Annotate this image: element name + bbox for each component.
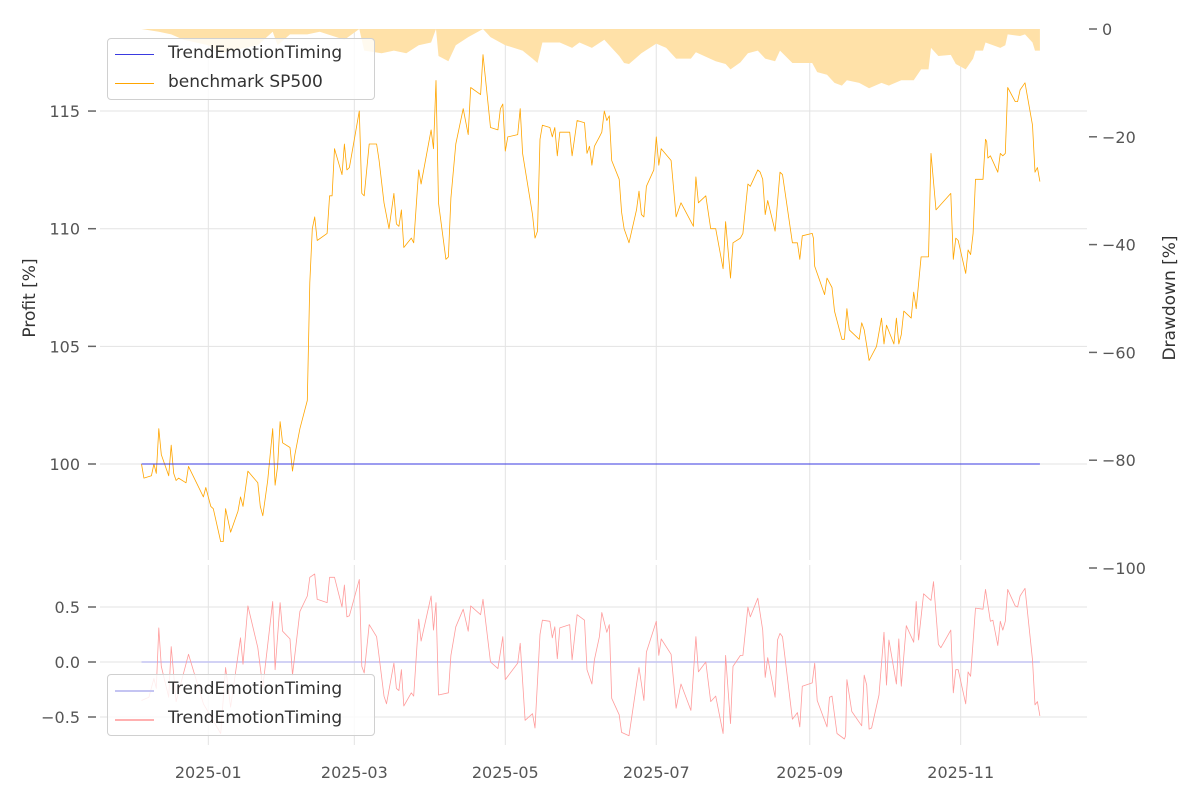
y-tick-label: −0.5	[41, 708, 80, 727]
y-right-tick-label: 0	[1102, 20, 1112, 39]
legend-entry-signal: TrendEmotionTiming	[108, 706, 374, 734]
legend-swatch-orange	[115, 83, 154, 84]
legend-entry-zero: TrendEmotionTiming	[108, 677, 374, 705]
benchmark-sp500-line	[141, 54, 1041, 542]
y-tick-label: 100	[49, 455, 80, 474]
y-right-tick-label: −100	[1102, 559, 1146, 578]
y-axis-label-profit: Profit [%]	[20, 258, 40, 337]
y-axis-label-drawdown: Drawdown [%]	[1160, 235, 1180, 360]
legend-label: TrendEmotionTiming	[168, 708, 343, 728]
y-right-tick-label: −40	[1102, 236, 1136, 255]
y-tick-label: 115	[49, 102, 80, 121]
legend-swatch-blue	[115, 54, 154, 55]
y-right-tick-label: −60	[1102, 343, 1136, 362]
y-right-tick-label: −20	[1102, 128, 1136, 147]
y-right-tick-label: −80	[1102, 451, 1136, 470]
x-tick-label: 2025-09	[776, 763, 843, 782]
legend-entry-benchmark: benchmark SP500	[108, 70, 374, 98]
gridlines	[100, 29, 1087, 745]
y-tick-label: 0.0	[55, 653, 80, 672]
legend-signal: TrendEmotionTiming TrendEmotionTiming	[107, 674, 375, 736]
y-tick-label: 110	[49, 220, 80, 239]
legend-entry-strategy: TrendEmotionTiming	[108, 41, 374, 69]
x-tick-label: 2025-11	[927, 763, 994, 782]
y-tick-label: 105	[49, 337, 80, 356]
series-lines	[141, 54, 1041, 740]
legend-equity: TrendEmotionTiming benchmark SP500	[107, 38, 375, 100]
signal-line	[141, 573, 1041, 740]
legend-swatch-red	[115, 719, 154, 721]
axis-ticks: 2025-01 2025-03 2025-05 2025-07 2025-09 2025-…	[41, 20, 1146, 782]
legend-label: TrendEmotionTiming	[168, 679, 343, 699]
legend-label: benchmark SP500	[168, 72, 323, 92]
legend-swatch-lavender	[115, 690, 154, 692]
x-tick-label: 2025-03	[321, 763, 388, 782]
x-tick-label: 2025-01	[175, 763, 242, 782]
y-tick-label: 0.5	[55, 598, 80, 617]
x-tick-label: 2025-05	[472, 763, 539, 782]
x-tick-label: 2025-07	[623, 763, 690, 782]
legend-label: TrendEmotionTiming	[168, 43, 343, 63]
